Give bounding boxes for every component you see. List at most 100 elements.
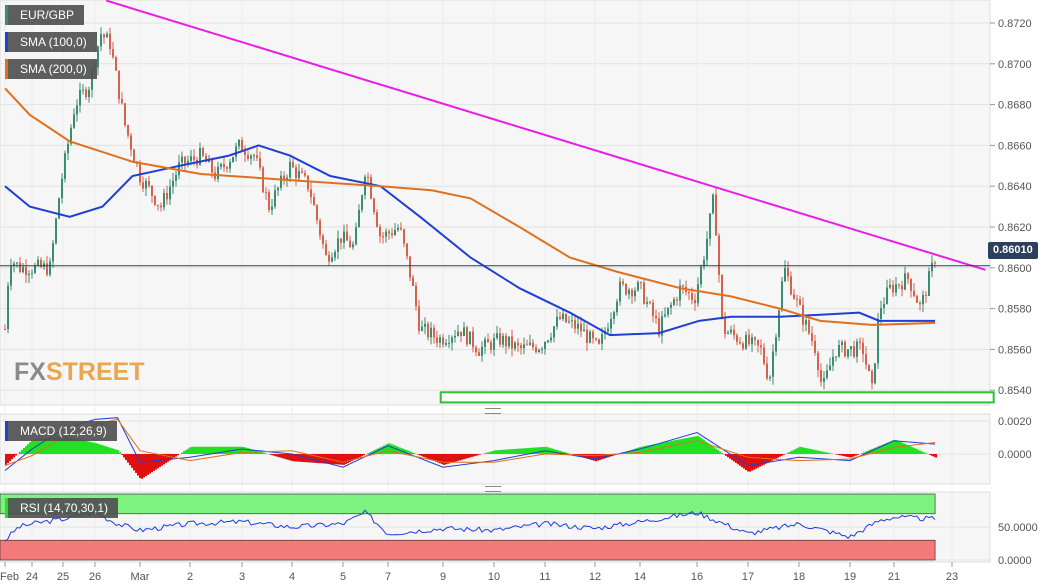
candle: [349, 240, 351, 248]
candle: [235, 146, 237, 157]
candle: [712, 194, 714, 214]
candle: [190, 156, 192, 161]
candle: [172, 180, 174, 187]
candle: [706, 238, 708, 260]
macd-histogram-bar: [417, 454, 419, 455]
macd-histogram-bar: [355, 454, 357, 460]
fxstreet-logo: FXSTREET: [14, 358, 145, 387]
candle: [667, 307, 669, 315]
pane-resize-handle-macd[interactable]: [485, 408, 501, 414]
candle: [586, 329, 588, 343]
candle: [199, 147, 201, 165]
candle: [634, 290, 636, 297]
candle: [766, 363, 768, 379]
macd-histogram-bar: [875, 447, 877, 454]
x-tick-label: Feb: [0, 571, 19, 583]
macd-histogram-bar: [31, 440, 33, 454]
candle: [835, 356, 837, 358]
candle: [10, 265, 12, 286]
candle: [784, 267, 786, 282]
candle: [145, 180, 147, 189]
candle: [34, 264, 36, 273]
candle: [58, 198, 60, 219]
macd-histogram-bar: [801, 447, 803, 454]
candle: [772, 351, 774, 377]
candle: [412, 277, 414, 286]
macd-histogram-bar: [205, 446, 207, 454]
candle: [103, 34, 105, 38]
macd-histogram-bar: [333, 454, 335, 465]
macd-histogram-bar: [43, 438, 45, 454]
macd-histogram-bar: [353, 454, 355, 461]
candle: [730, 329, 732, 333]
macd-histogram-bar: [533, 447, 535, 454]
candle: [307, 175, 309, 190]
candle: [262, 167, 264, 193]
y-tick-label: 0.8620: [998, 222, 1032, 234]
macd-histogram-bar: [707, 442, 709, 454]
candle: [433, 327, 435, 338]
macd-histogram-bar: [71, 437, 73, 454]
macd-histogram-bar: [729, 454, 731, 459]
candle: [643, 282, 645, 304]
candle: [478, 352, 480, 356]
candle: [67, 143, 69, 154]
candle: [304, 172, 306, 176]
x-tick-label: 10: [488, 571, 500, 583]
macd-histogram-bar: [427, 454, 429, 459]
candle: [415, 285, 417, 307]
macd-histogram-bar: [639, 447, 641, 454]
macd-histogram-bar: [67, 436, 69, 454]
macd-histogram-bar: [757, 454, 759, 468]
macd-histogram-bar: [629, 450, 631, 454]
candle: [160, 205, 162, 208]
macd-histogram-bar: [727, 454, 729, 458]
macd-histogram-bar: [409, 451, 411, 454]
macd-histogram-bar: [383, 445, 385, 454]
candle: [331, 257, 333, 262]
macd-histogram-bar: [115, 449, 117, 454]
candle: [373, 198, 375, 213]
candle: [817, 352, 819, 371]
candle: [343, 231, 345, 243]
legend-rsi: RSI (14,70,30,1): [5, 498, 119, 518]
macd-histogram-bar: [269, 454, 271, 455]
candle: [721, 274, 723, 318]
macd-histogram-bar: [437, 454, 439, 463]
macd-histogram-bar: [101, 445, 103, 454]
candle: [397, 227, 399, 231]
candle: [40, 259, 42, 268]
macd-histogram-bar: [429, 454, 431, 460]
candle: [340, 238, 342, 243]
macd-histogram-bar: [643, 446, 645, 454]
pane-resize-handle-rsi[interactable]: [485, 486, 501, 492]
macd-histogram-bar: [49, 437, 51, 454]
candle: [223, 164, 225, 168]
macd-histogram-bar: [841, 454, 843, 456]
macd-histogram-bar: [631, 449, 633, 454]
macd-histogram-bar: [451, 454, 453, 463]
y-tick-label: 0.8660: [998, 140, 1032, 152]
macd-histogram-bar: [587, 454, 589, 459]
candle: [157, 204, 159, 206]
macd-histogram-bar: [805, 448, 807, 454]
macd-histogram-bar: [29, 442, 31, 454]
macd-histogram-bar: [193, 446, 195, 454]
macd-histogram-bar: [377, 448, 379, 454]
candle: [328, 254, 330, 262]
macd-histogram-bar: [105, 446, 107, 454]
candle: [505, 335, 507, 347]
macd-histogram-bar: [715, 448, 717, 454]
macd-histogram-bar: [749, 454, 751, 472]
macd-histogram-bar: [589, 454, 591, 460]
macd-histogram-bar: [763, 454, 765, 465]
sma200-line: [4, 87, 936, 326]
macd-histogram-bar: [507, 449, 509, 454]
candle: [577, 323, 579, 329]
candle: [370, 177, 372, 199]
macd-histogram-bar: [181, 452, 183, 454]
candle: [286, 177, 288, 181]
macd-histogram-bar: [301, 454, 303, 462]
macd-histogram-bar: [819, 451, 821, 454]
macd-histogram-bar: [201, 446, 203, 454]
